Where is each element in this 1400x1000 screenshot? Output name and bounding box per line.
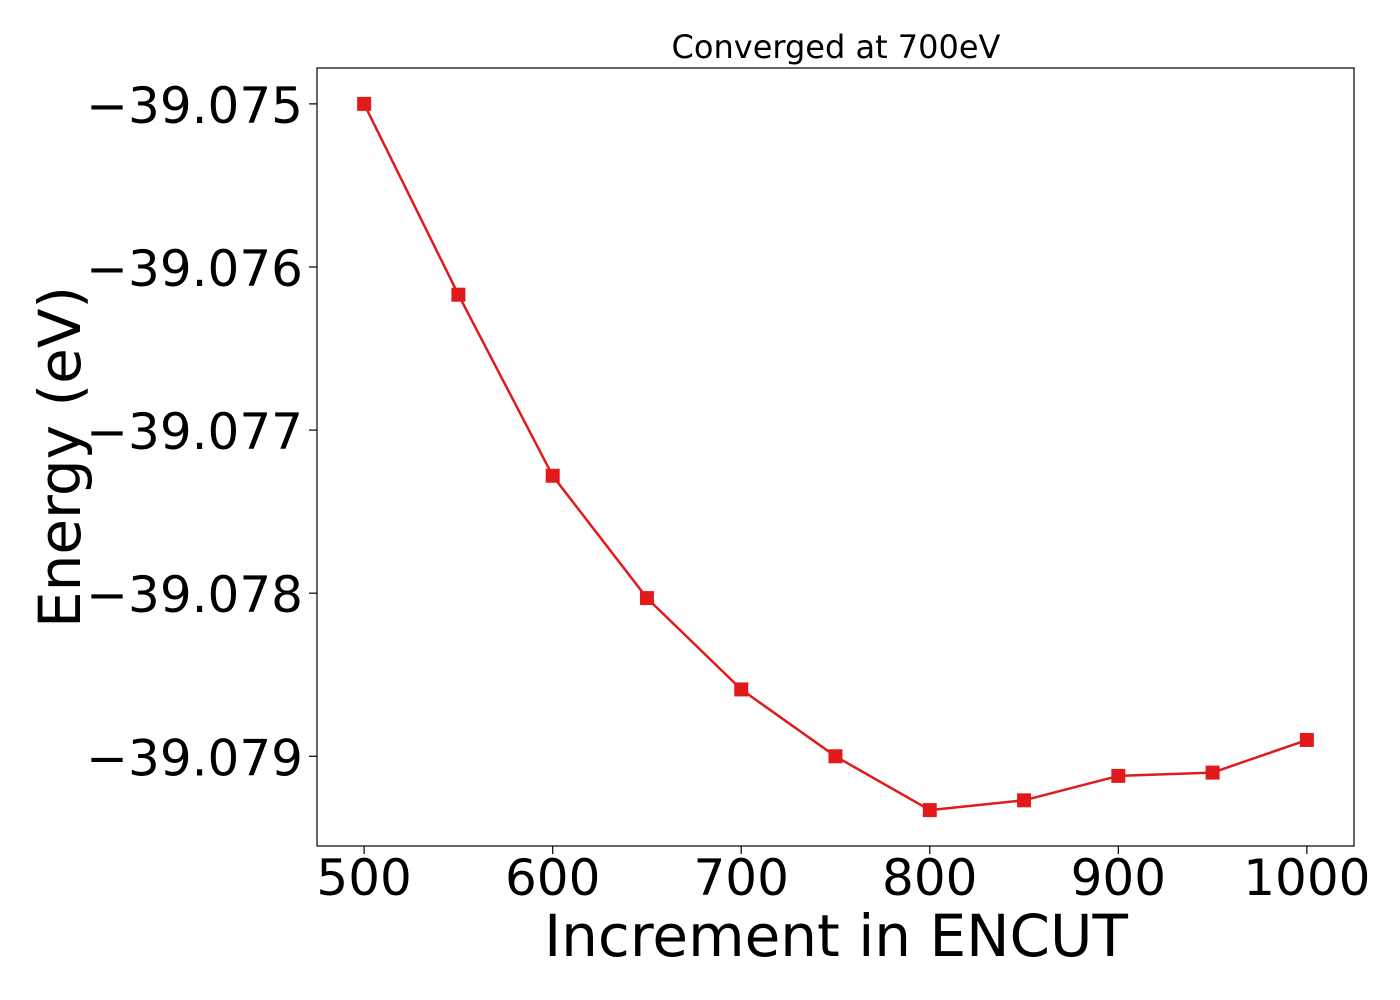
data-point [451, 287, 466, 302]
series-markers [357, 96, 1314, 818]
y-tick-label: −39.078 [86, 566, 303, 624]
data-point [922, 803, 937, 818]
y-tick-label: −39.079 [86, 729, 303, 787]
y-axis-label: Energy (eV) [26, 286, 94, 628]
data-point [734, 682, 749, 697]
data-point [828, 749, 843, 764]
x-tick-label: 1000 [1243, 849, 1370, 907]
x-axis-ticks: 500 600 700 800 900 1000 [316, 846, 1370, 907]
chart-title: Converged at 700eV [672, 28, 1001, 66]
data-point [1205, 765, 1220, 780]
data-point [357, 96, 372, 111]
x-tick-label: 900 [1071, 849, 1166, 907]
plot-area-frame [316, 67, 1355, 847]
data-point [545, 468, 560, 483]
x-tick-label: 600 [505, 849, 600, 907]
x-tick-label: 500 [316, 849, 411, 907]
y-tick-label: −39.076 [86, 240, 303, 298]
data-point [1017, 793, 1032, 808]
data-point [1299, 732, 1314, 747]
y-axis-ticks: −39.075 −39.076 −39.077 −39.078 −39.079 [86, 77, 317, 787]
y-tick-label: −39.077 [86, 403, 303, 461]
x-axis-label: Increment in ENCUT [544, 902, 1128, 970]
data-point [1111, 768, 1126, 783]
data-point [639, 591, 654, 606]
x-tick-label: 700 [694, 849, 789, 907]
y-tick-label: −39.075 [86, 77, 303, 135]
x-tick-label: 800 [882, 849, 977, 907]
